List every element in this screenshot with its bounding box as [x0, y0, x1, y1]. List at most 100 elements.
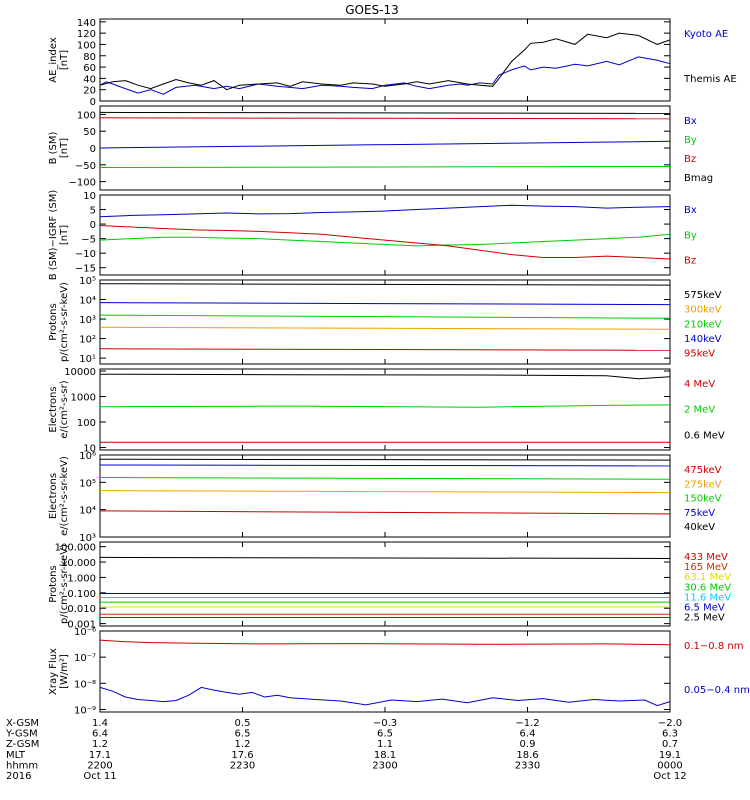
- series-line-bmag: [99, 111, 671, 114]
- y-tick-label: 1000: [71, 393, 96, 404]
- series-line-bx: [99, 204, 671, 218]
- ephemeris-value: 18.1: [374, 750, 396, 761]
- y-axis-label: B (SM)−IGRF (SM): [48, 190, 59, 281]
- legend-entry: 210keV: [684, 319, 722, 330]
- y-axis-label: B (SM): [48, 131, 59, 164]
- y-axis-label: Xray Flux: [48, 648, 59, 695]
- panel-frame: [99, 541, 671, 627]
- legend-entry: 433 MeV: [684, 552, 728, 563]
- ephemeris-value: 6.4: [92, 729, 108, 740]
- legend-entry: By: [684, 135, 697, 146]
- y-tick-label: 100.000: [55, 543, 96, 554]
- y-tick-label: 0: [90, 220, 96, 231]
- y-tick-label: 60: [83, 63, 96, 74]
- ephemeris-value: 1.2: [235, 739, 251, 750]
- panel-electrons_kev: 10³ 10⁴ 10⁵ 10⁶ Electrons e/(cm²-s-sr-keV) 475…: [48, 451, 722, 544]
- y-tick-label: 10: [83, 444, 96, 455]
- series-line-575kev: [99, 283, 671, 286]
- ephemeris-value: 1.4: [92, 718, 108, 729]
- ephemeris-row-label: MLT: [6, 750, 26, 761]
- series-line-themis-ae: [99, 32, 671, 91]
- y-axis-label: [nT]: [59, 225, 70, 245]
- series-line-75kev: [99, 464, 671, 467]
- legend-entry: 6.5 MeV: [684, 602, 725, 613]
- legend-entry: Kyoto AE: [684, 29, 728, 40]
- legend-entry: 2 MeV: [684, 405, 715, 416]
- ephemeris-value: 1.1: [377, 739, 393, 750]
- y-tick-label: 10³: [79, 315, 96, 326]
- ephemeris-value: 6.4: [520, 729, 536, 740]
- ephemeris-value: 2200: [87, 760, 112, 771]
- ephemeris-value: 19.1: [659, 750, 681, 761]
- y-axis-label: [W/m²]: [59, 654, 70, 689]
- y-tick-label: 10⁻⁸: [74, 679, 96, 690]
- y-tick-label: 10⁵: [79, 276, 96, 287]
- legend-entry: 11.6 MeV: [684, 592, 731, 603]
- ephemeris-row-label: Y-GSM: [5, 729, 38, 740]
- y-tick-label: 10²: [79, 335, 96, 346]
- ephemeris-value: 1.2: [92, 739, 108, 750]
- y-tick-label: 10⁶: [79, 451, 96, 462]
- series-line-300kev: [99, 326, 671, 330]
- ephemeris-value: 0000: [657, 760, 682, 771]
- series-line-by: [99, 166, 671, 168]
- series-line-140kev: [99, 302, 671, 306]
- ephemeris-row-label: 2016: [6, 771, 31, 782]
- legend-entry: 30.6 MeV: [684, 582, 731, 593]
- y-axis-label: e/(cm²-s-sr): [59, 380, 70, 438]
- series-line-40kev: [99, 458, 671, 461]
- y-tick-label: 10: [83, 191, 96, 202]
- y-axis-label: e/(cm²-s-sr-keV): [59, 456, 70, 536]
- series-line-kyoto-ae: [99, 56, 671, 95]
- y-tick-label: 0: [90, 97, 96, 108]
- legend-entry: 75keV: [684, 508, 715, 519]
- y-axis-label: Electrons: [48, 473, 59, 519]
- y-tick-label: 20: [83, 86, 96, 97]
- ephemeris-value: 0.9: [520, 739, 536, 750]
- panel-frame: [99, 18, 671, 102]
- panel-frame: [99, 454, 671, 538]
- y-tick-label: −15: [75, 264, 96, 275]
- y-tick-label: 50: [83, 127, 96, 138]
- panel-xray: 10⁻⁶ 10⁻⁷ 10⁻⁸ 10⁻⁹ Xray Flux [W/m²] 0.1−0.8 n…: [48, 627, 750, 716]
- series-line-by: [99, 233, 671, 247]
- series-line-bz: [99, 225, 671, 260]
- y-tick-label: 100: [77, 40, 96, 51]
- ephemeris-value: 6.5: [377, 729, 393, 740]
- legend-entry: 575keV: [684, 290, 722, 301]
- ephemeris-value: 2300: [372, 760, 397, 771]
- y-tick-label: 100: [77, 418, 96, 429]
- y-tick-label: 5: [90, 206, 96, 217]
- legend-entry: 0.6 MeV: [684, 430, 725, 441]
- legend-entry: 4 MeV: [684, 379, 715, 390]
- series-line-bz: [99, 117, 671, 120]
- y-tick-label: 140: [77, 18, 96, 29]
- y-tick-label: 10¹: [79, 354, 96, 365]
- y-tick-label: 10⁴: [79, 506, 96, 517]
- ephemeris-value: 0.7: [662, 739, 678, 750]
- series-line-475kev: [99, 510, 671, 515]
- y-tick-label: 10³: [79, 533, 96, 544]
- legend-entry: 95keV: [684, 349, 715, 360]
- y-tick-label: 120: [77, 29, 96, 40]
- ephemeris-value: 6.3: [662, 729, 678, 740]
- legend-entry: 0.1−0.8 nm: [684, 641, 743, 652]
- series-line-0-1-0-8-nm: [99, 639, 671, 646]
- ephemeris-value: 2230: [230, 760, 255, 771]
- series-line-2-mev: [99, 404, 671, 408]
- y-axis-label: Protons: [48, 565, 59, 602]
- ephemeris-value: −0.3: [373, 718, 397, 729]
- legend-entry: 140keV: [684, 334, 722, 345]
- y-tick-label: 100: [77, 110, 96, 121]
- series-line-150kev: [99, 477, 671, 480]
- legend-entry: 0.05−0.4 nm: [684, 685, 750, 696]
- y-tick-label: 10⁻⁷: [74, 653, 96, 664]
- panel-bsm: 100 50 0 −50 −100 B (SM) [nT] Bx By Bz Bmag: [48, 105, 713, 191]
- ephemeris-value: Oct 12: [653, 771, 686, 782]
- y-tick-label: 0.001: [67, 620, 96, 631]
- panel-frame: [99, 279, 671, 365]
- y-axis-label: p/(cm²-s-sr-keV): [59, 282, 70, 362]
